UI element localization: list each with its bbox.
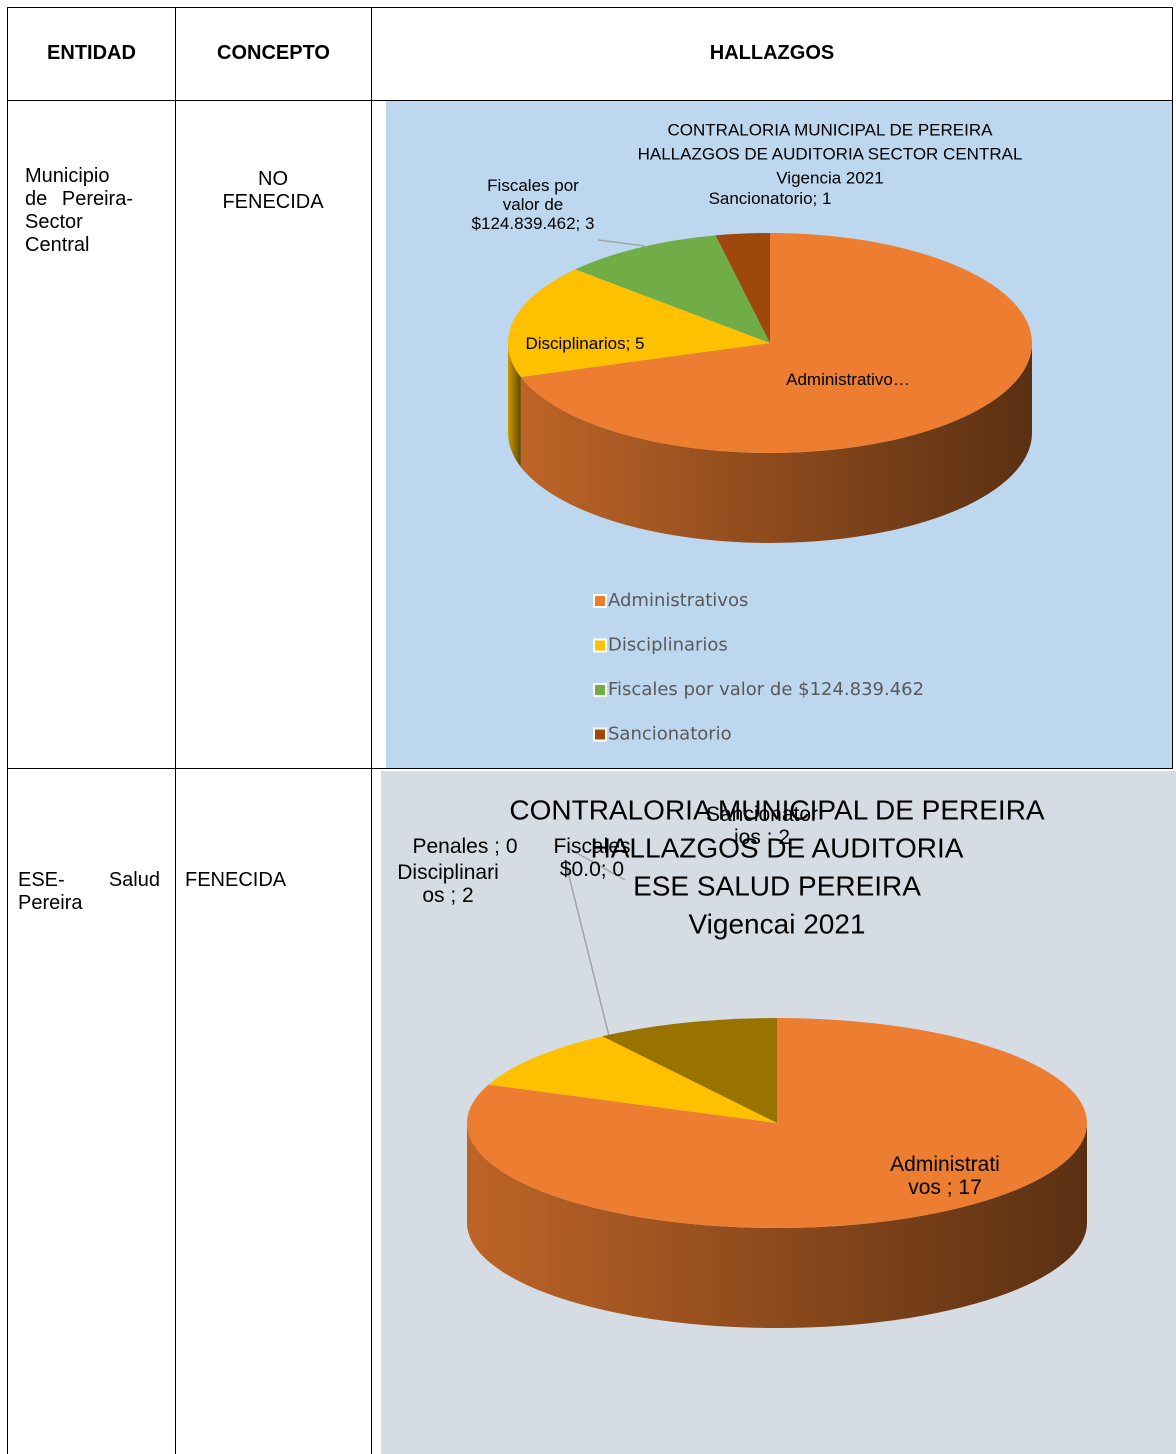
legend-label: Fiscales por valor de $124.839.462 — [608, 679, 924, 700]
data-label: Penales ; 0 — [412, 835, 518, 858]
pie-slice — [715, 233, 770, 343]
pie-slice-side — [508, 343, 521, 467]
table-border — [7, 7, 1173, 8]
pie-slice — [602, 1018, 777, 1123]
entity-cell: ESE- Salud Pereira — [18, 869, 160, 914]
chart-title: CONTRALORIA MUNICIPAL DE PEREIRA — [509, 794, 1045, 825]
legend-marker — [593, 638, 607, 653]
header-cell: HALLAZGOS — [709, 42, 835, 64]
legend-label: Sancionatorio — [608, 724, 732, 745]
chart-title: HALLAZGOS DE AUDITORIA — [591, 832, 964, 863]
data-label: Disciplinari os ; 2 — [397, 861, 499, 907]
chart-title: ESE SALUD PEREIRA — [633, 870, 921, 901]
legend-marker — [593, 727, 607, 742]
pie-slice — [488, 1036, 777, 1123]
legend-label: Administrativos — [608, 590, 748, 611]
pie-slice-side — [467, 1123, 1087, 1328]
data-label: Fiscales por valor de $124.839.462; 3 — [471, 176, 595, 233]
pie-slice — [575, 235, 770, 343]
chart-title: CONTRALORIA MUNICIPAL DE PEREIRA — [668, 120, 994, 139]
concept-cell: NO FENECIDA — [222, 168, 324, 213]
table-border — [7, 768, 1173, 769]
legend-label: Disciplinarios — [608, 635, 728, 656]
chart-title: Vigencia 2021 — [776, 168, 883, 187]
legend-marker — [593, 594, 607, 608]
header-cell: CONCEPTO — [217, 42, 330, 64]
data-label: Sancionator ios ; 2 — [705, 803, 819, 849]
data-label: Administrativo… — [786, 370, 910, 389]
header-cell: ENTIDAD — [47, 42, 136, 64]
data-label: Administrati vos ; 17 — [890, 1153, 1000, 1199]
chart-title: HALLAZGOS DE AUDITORIA SECTOR CENTRAL — [638, 144, 1023, 163]
pie-slice — [508, 269, 770, 377]
chart-title: Vigencai 2021 — [689, 908, 866, 939]
pie-slice-side — [520, 343, 1032, 543]
leader-line — [564, 859, 611, 1041]
data-label: Sancionatorio; 1 — [708, 189, 832, 208]
table-border — [7, 7, 8, 1454]
data-label: Disciplinarios; 5 — [525, 334, 645, 353]
leader-line — [567, 847, 626, 881]
data-label: Fiscales $0.0; 0 — [553, 835, 631, 881]
table-border — [7, 100, 1173, 101]
legend-marker — [593, 683, 607, 697]
entity-cell: Municipio de Pereira- Sector Central — [25, 165, 133, 256]
table-border — [175, 7, 176, 1454]
table-border — [371, 7, 372, 1454]
concept-cell: FENECIDA — [185, 869, 287, 891]
pie-slice — [520, 233, 1032, 453]
leader-line — [597, 239, 646, 247]
table-border — [1172, 7, 1173, 769]
